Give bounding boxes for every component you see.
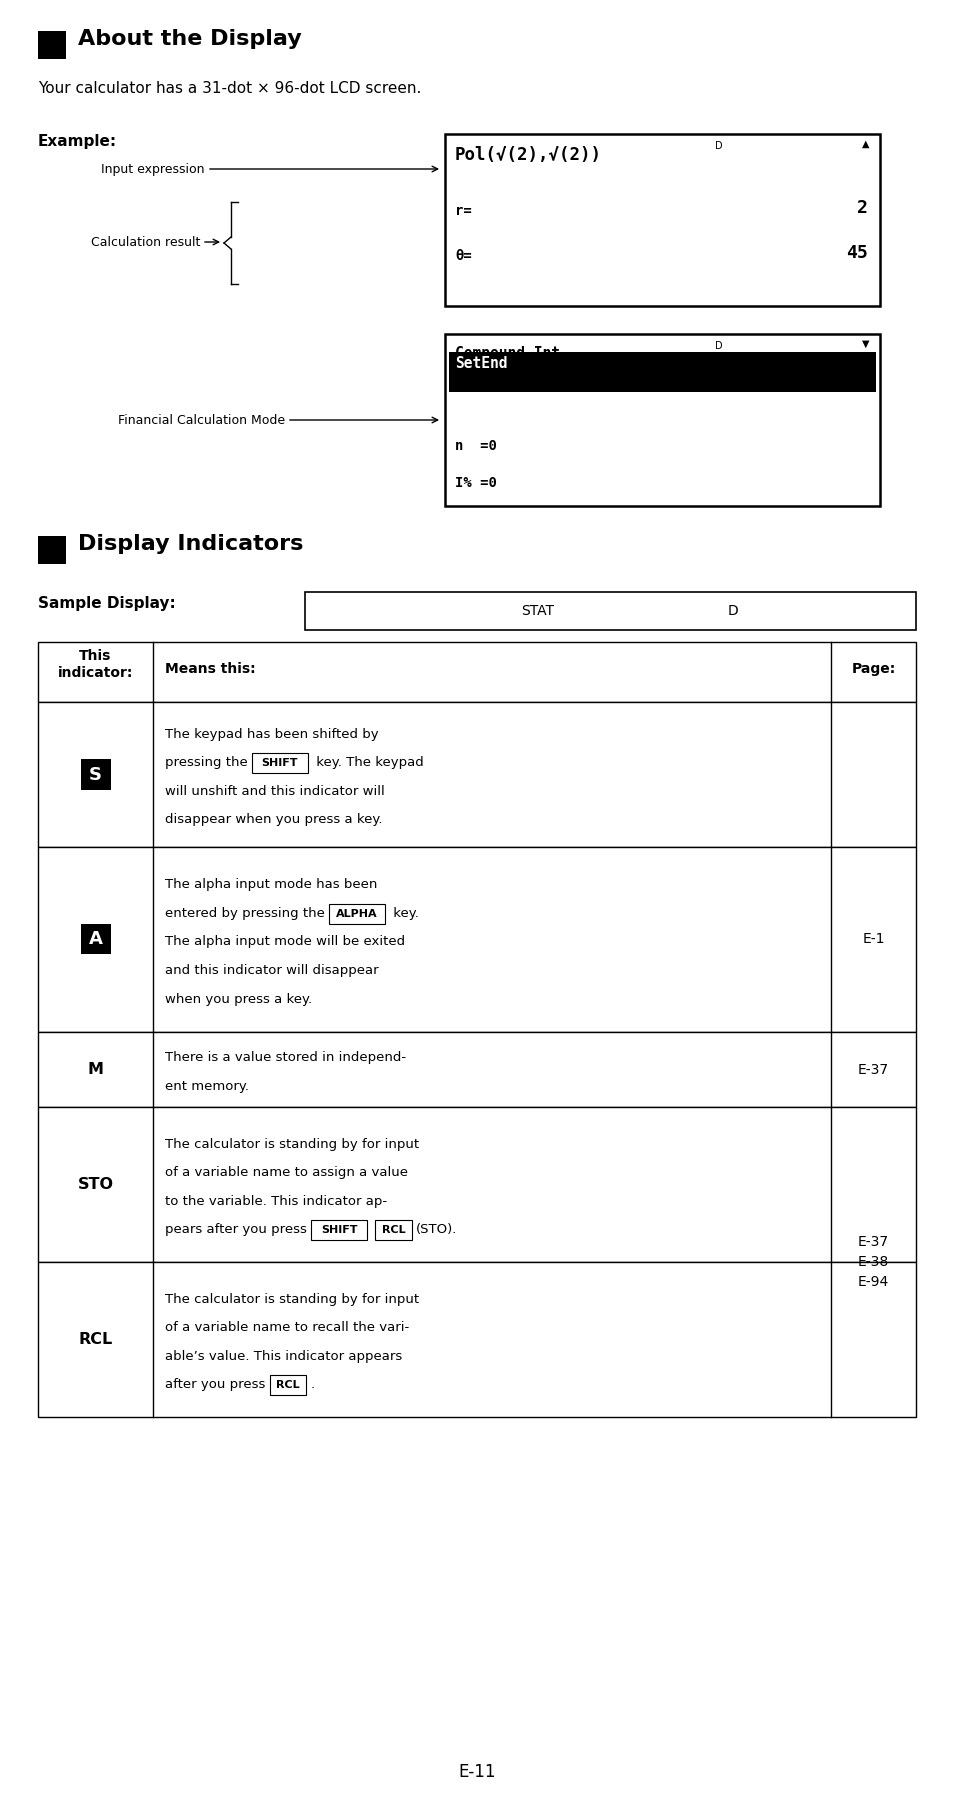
Text: The calculator is standing by for input: The calculator is standing by for input	[165, 1138, 418, 1151]
Text: E-37
E-38
E-94: E-37 E-38 E-94	[857, 1236, 888, 1288]
Text: (STO).: (STO).	[416, 1223, 457, 1236]
Bar	[305, 592, 915, 630]
Text: Compound Int.: Compound Int.	[455, 346, 568, 361]
Bar	[252, 754, 308, 774]
Text: D: D	[714, 341, 721, 352]
Text: pears after you press: pears after you press	[165, 1223, 311, 1236]
Text: Means this:: Means this:	[165, 662, 255, 676]
Text: 45: 45	[845, 244, 867, 262]
Text: STAT: STAT	[520, 604, 553, 619]
Text: RCL: RCL	[381, 1225, 405, 1236]
Bar	[38, 702, 915, 848]
Bar	[38, 642, 915, 702]
Text: of a variable name to recall the vari-: of a variable name to recall the vari-	[165, 1321, 409, 1335]
Bar	[329, 904, 385, 924]
Text: S: S	[89, 765, 102, 783]
Bar	[38, 1263, 915, 1416]
Text: I% =0: I% =0	[455, 476, 497, 491]
Text: The calculator is standing by for input: The calculator is standing by for input	[165, 1293, 418, 1306]
Text: RCL: RCL	[276, 1380, 299, 1391]
Text: D: D	[726, 604, 738, 619]
Text: .: .	[310, 1378, 314, 1391]
Bar	[444, 133, 879, 307]
Text: Calculation result: Calculation result	[91, 236, 200, 249]
Text: A: A	[89, 931, 102, 949]
Text: r=: r=	[455, 204, 471, 218]
Text: Financial Calculation Mode: Financial Calculation Mode	[118, 413, 285, 426]
Text: Your calculator has a 31-dot × 96-dot LCD screen.: Your calculator has a 31-dot × 96-dot LC…	[38, 81, 421, 96]
Text: of a variable name to assign a value: of a variable name to assign a value	[165, 1165, 408, 1180]
Text: key. The keypad: key. The keypad	[312, 756, 423, 769]
Text: and this indicator will disappear: and this indicator will disappear	[165, 963, 378, 978]
Text: ▼: ▼	[862, 339, 869, 348]
Text: to the variable. This indicator ap-: to the variable. This indicator ap-	[165, 1194, 387, 1207]
Text: SetEnd: SetEnd	[455, 355, 507, 372]
Text: SHIFT: SHIFT	[261, 758, 298, 769]
Text: θ=: θ=	[455, 249, 471, 263]
Text: D: D	[714, 141, 721, 152]
Bar	[80, 759, 111, 790]
Text: when you press a key.: when you press a key.	[165, 992, 312, 1005]
Text: Page:: Page:	[850, 662, 895, 676]
Text: This
indicator:: This indicator:	[58, 649, 133, 680]
Text: will unshift and this indicator will: will unshift and this indicator will	[165, 785, 384, 797]
Text: 2: 2	[856, 198, 867, 216]
Bar	[38, 1108, 915, 1263]
Bar	[38, 536, 66, 565]
Text: There is a value stored in independ-: There is a value stored in independ-	[165, 1052, 406, 1064]
Text: SHIFT: SHIFT	[320, 1225, 357, 1236]
Bar	[311, 1220, 367, 1241]
Text: disappear when you press a key.: disappear when you press a key.	[165, 814, 382, 826]
Bar	[38, 1032, 915, 1108]
Text: ▲: ▲	[862, 139, 869, 150]
Bar	[270, 1375, 306, 1394]
Bar	[375, 1220, 412, 1241]
Text: Input expression: Input expression	[101, 162, 205, 175]
Bar	[38, 848, 915, 1032]
Text: The alpha input mode will be exited: The alpha input mode will be exited	[165, 936, 405, 949]
Text: The keypad has been shifted by: The keypad has been shifted by	[165, 727, 378, 741]
Bar	[449, 352, 875, 391]
Text: able’s value. This indicator appears: able’s value. This indicator appears	[165, 1349, 402, 1362]
Bar	[80, 924, 111, 954]
Bar	[444, 334, 879, 505]
Text: M: M	[88, 1063, 103, 1077]
Text: E-11: E-11	[457, 1763, 496, 1781]
Text: E-1: E-1	[862, 933, 883, 947]
Text: ALPHA: ALPHA	[336, 909, 377, 918]
Text: entered by pressing the: entered by pressing the	[165, 907, 329, 920]
Text: Display Indicators: Display Indicators	[78, 534, 303, 554]
Bar	[38, 31, 66, 60]
Text: Pol(√(2),√(2)): Pol(√(2),√(2))	[455, 146, 601, 164]
Text: n  =0: n =0	[455, 438, 497, 453]
Text: RCL: RCL	[78, 1331, 112, 1348]
Text: Sample Display:: Sample Display:	[38, 595, 175, 612]
Text: About the Display: About the Display	[78, 29, 301, 49]
Text: The alpha input mode has been: The alpha input mode has been	[165, 879, 377, 891]
Text: STO: STO	[77, 1176, 113, 1192]
Text: after you press: after you press	[165, 1378, 270, 1391]
Text: key.: key.	[389, 907, 418, 920]
Text: Example:: Example:	[38, 133, 117, 150]
Text: ent memory.: ent memory.	[165, 1081, 249, 1093]
Text: pressing the: pressing the	[165, 756, 252, 769]
Text: E-37: E-37	[857, 1063, 888, 1077]
